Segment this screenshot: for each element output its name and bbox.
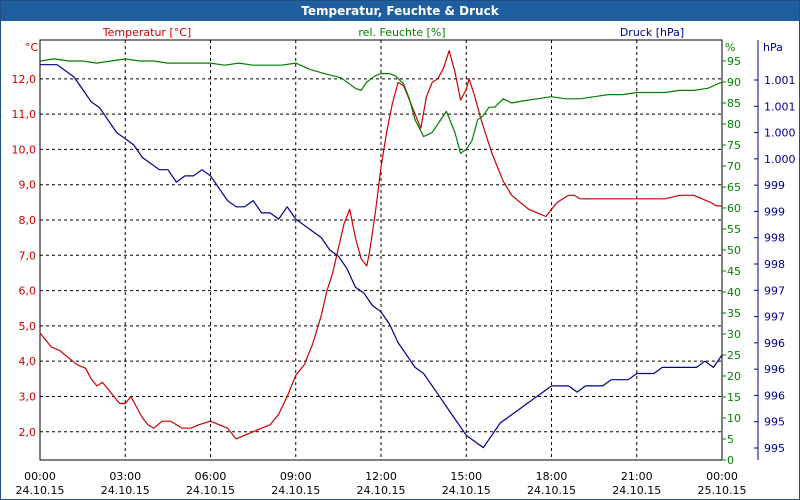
pressure-series-line: [40, 64, 723, 449]
x-tick-time: 00:00: [706, 470, 738, 483]
temp-tick-label: 9,0: [19, 179, 37, 192]
hum-tick-label: 5: [727, 433, 734, 446]
humidity-series-line: [39, 58, 723, 154]
temp-tick-label: 8,0: [19, 214, 37, 227]
x-tick-date: 25.10.15: [698, 484, 747, 497]
temp-tick-label: 7,0: [19, 249, 37, 262]
temp-tick-label: 12,0: [12, 73, 37, 86]
hum-tick-label: 15: [727, 391, 741, 404]
x-tick-date: 24.10.15: [16, 484, 65, 497]
hum-tick-label: 0: [727, 454, 734, 467]
press-tick-label: 999: [764, 179, 785, 192]
x-tick-date: 24.10.15: [527, 484, 576, 497]
x-tick-time: 09:00: [280, 470, 312, 483]
x-tick-time: 21:00: [621, 470, 653, 483]
hum-tick-label: 10: [727, 412, 741, 425]
press-tick-label: 995: [764, 442, 785, 455]
temperature-series-line: [39, 49, 722, 440]
hum-tick-label: 75: [727, 139, 741, 152]
hum-axis-unit: %: [725, 41, 735, 54]
hum-tick-label: 85: [727, 97, 741, 110]
press-tick-label: 999: [764, 205, 785, 218]
tick-labels: 00:0024.10.1503:0024.10.1506:0024.10.150…: [12, 40, 796, 497]
x-tick-time: 12:00: [365, 470, 397, 483]
press-tick-label: 1.001: [764, 100, 796, 113]
hum-tick-label: 30: [727, 328, 741, 341]
press-tick-label: 996: [764, 389, 785, 402]
temp-tick-label: 10,0: [12, 143, 37, 156]
x-tick-date: 24.10.15: [442, 484, 491, 497]
x-tick-time: 03:00: [109, 470, 141, 483]
hum-axis-title: rel. Feuchte [%]: [358, 26, 445, 39]
hum-tick-label: 65: [727, 181, 741, 194]
hum-tick-label: 35: [727, 307, 741, 320]
temp-tick-label: 2,0: [19, 426, 37, 439]
hum-tick-label: 50: [727, 244, 741, 257]
hum-tick-label: 45: [727, 265, 741, 278]
temp-tick-label: 11,0: [12, 108, 37, 121]
hum-tick-label: 20: [727, 370, 741, 383]
grid-lines: [40, 40, 722, 460]
hum-tick-label: 55: [727, 223, 741, 236]
press-tick-label: 997: [764, 284, 785, 297]
axis-labels: °C Temperatur [°C] rel. Feuchte [%] Druc…: [25, 26, 783, 54]
hum-tick-label: 95: [727, 55, 741, 68]
temp-tick-label: 4,0: [19, 355, 37, 368]
press-tick-label: 1.000: [764, 127, 796, 140]
data-series: [39, 49, 723, 449]
x-tick-date: 24.10.15: [186, 484, 235, 497]
x-tick-time: 15:00: [450, 470, 482, 483]
press-tick-label: 998: [764, 232, 785, 245]
hum-tick-label: 25: [727, 349, 741, 362]
x-tick-date: 24.10.15: [612, 484, 661, 497]
temp-tick-label: 3,0: [19, 390, 37, 403]
press-axis-unit: hPa: [763, 41, 783, 54]
temp-axis-unit: °C: [25, 41, 39, 54]
window-title: Temperatur, Feuchte & Druck: [1, 1, 799, 21]
hum-tick-label: 70: [727, 160, 741, 173]
x-tick-date: 24.10.15: [271, 484, 320, 497]
hum-tick-label: 40: [727, 286, 741, 299]
press-tick-label: 998: [764, 258, 785, 271]
press-tick-label: 995: [764, 416, 785, 429]
press-tick-label: 996: [764, 337, 785, 350]
temp-tick-label: 5,0: [19, 320, 37, 333]
temp-axis-title: Temperatur [°C]: [102, 26, 191, 39]
press-axis-title: Druck [hPa]: [620, 26, 684, 39]
x-tick-date: 24.10.15: [357, 484, 406, 497]
hum-tick-label: 90: [727, 76, 741, 89]
press-tick-label: 1.001: [764, 74, 796, 87]
hum-tick-label: 80: [727, 118, 741, 131]
hum-tick-label: 60: [727, 202, 741, 215]
press-tick-label: 997: [764, 311, 785, 324]
x-tick-date: 24.10.15: [101, 484, 150, 497]
x-tick-time: 00:00: [24, 470, 56, 483]
press-tick-label: 1.000: [764, 153, 796, 166]
temp-tick-label: 6,0: [19, 285, 37, 298]
x-tick-time: 18:00: [536, 470, 568, 483]
x-tick-time: 06:00: [195, 470, 227, 483]
press-tick-label: 996: [764, 363, 785, 376]
